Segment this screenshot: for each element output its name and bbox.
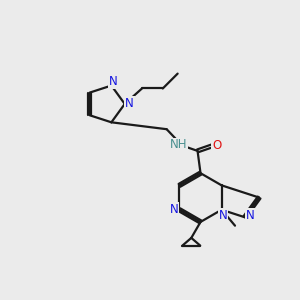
Text: O: O <box>212 139 221 152</box>
Text: N: N <box>246 209 254 222</box>
Text: NH: NH <box>170 138 187 152</box>
Text: N: N <box>109 75 117 88</box>
Text: N: N <box>125 98 134 110</box>
Text: N: N <box>170 203 178 216</box>
Text: N: N <box>219 208 227 222</box>
